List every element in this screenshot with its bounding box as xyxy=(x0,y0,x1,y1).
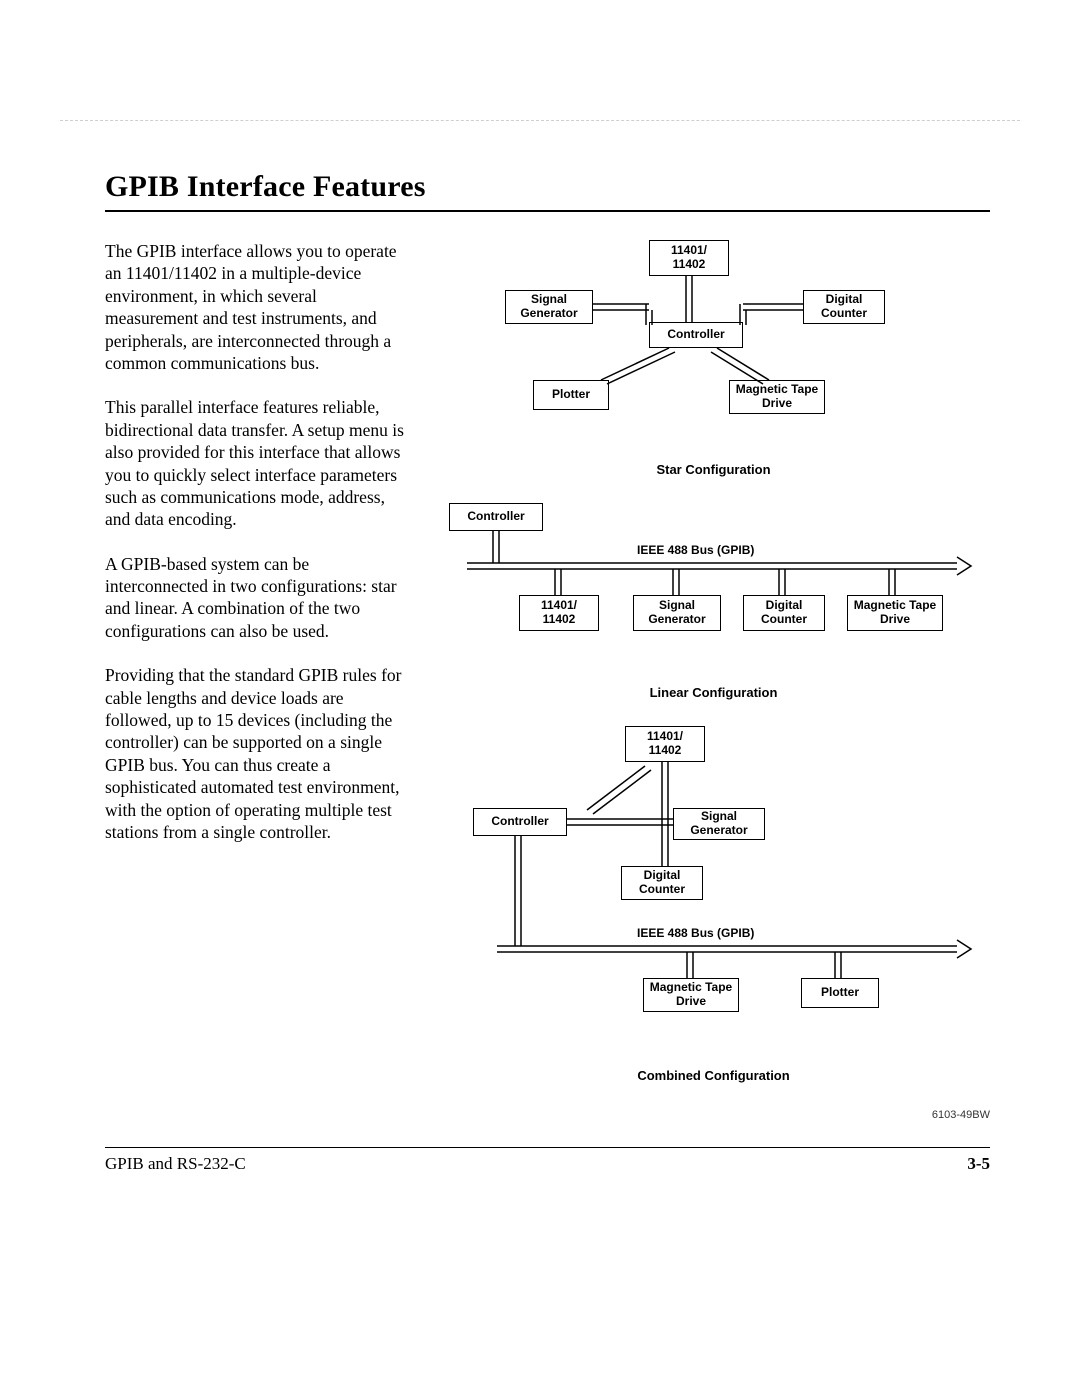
two-column-layout: The GPIB interface allows you to operate… xyxy=(105,240,990,1121)
combined-caption: Combined Configuration xyxy=(437,1068,990,1083)
star-caption: Star Configuration xyxy=(437,462,990,477)
linear-dev-3: Magnetic Tape Drive xyxy=(847,595,943,631)
comb-bus-1: Plotter xyxy=(801,978,879,1008)
linear-dev-2: Digital Counter xyxy=(743,595,825,631)
footer-right: 3-5 xyxy=(967,1154,990,1174)
para-1: The GPIB interface allows you to operate… xyxy=(105,240,405,374)
linear-bus-label: IEEE 488 Bus (GPIB) xyxy=(637,543,754,557)
page-title: GPIB Interface Features xyxy=(105,170,990,204)
linear-dev-1: Signal Generator xyxy=(633,595,721,631)
diagram-column: 11401/ 11402 Signal Generator Digital Co… xyxy=(437,240,990,1121)
diagram-combined: 11401/ 11402 Controller Signal Generator… xyxy=(437,726,990,1056)
linear-caption: Linear Configuration xyxy=(437,685,990,700)
combined-bus-label: IEEE 488 Bus (GPIB) xyxy=(637,926,754,940)
diagram-linear: Controller IEEE 488 Bus (GPIB) xyxy=(437,503,990,673)
star-connectors xyxy=(437,240,977,450)
para-4: Providing that the standard GPIB rules f… xyxy=(105,664,405,843)
scan-artifact-dashes xyxy=(60,120,1020,121)
linear-bus xyxy=(437,503,977,673)
diagram-star: 11401/ 11402 Signal Generator Digital Co… xyxy=(437,240,990,450)
linear-dev-0: 11401/ 11402 xyxy=(519,595,599,631)
comb-bus-0: Magnetic Tape Drive xyxy=(643,978,739,1012)
footer-rule xyxy=(105,1147,990,1148)
para-3: A GPIB-based system can be interconnecte… xyxy=(105,553,405,643)
title-rule xyxy=(105,210,990,212)
footer-left: GPIB and RS-232-C xyxy=(105,1154,246,1174)
page-footer: GPIB and RS-232-C 3-5 xyxy=(105,1154,990,1174)
body-text-column: The GPIB interface allows you to operate… xyxy=(105,240,405,1121)
para-2: This parallel interface features reliabl… xyxy=(105,396,405,530)
figure-code: 6103-49BW xyxy=(437,1109,990,1121)
